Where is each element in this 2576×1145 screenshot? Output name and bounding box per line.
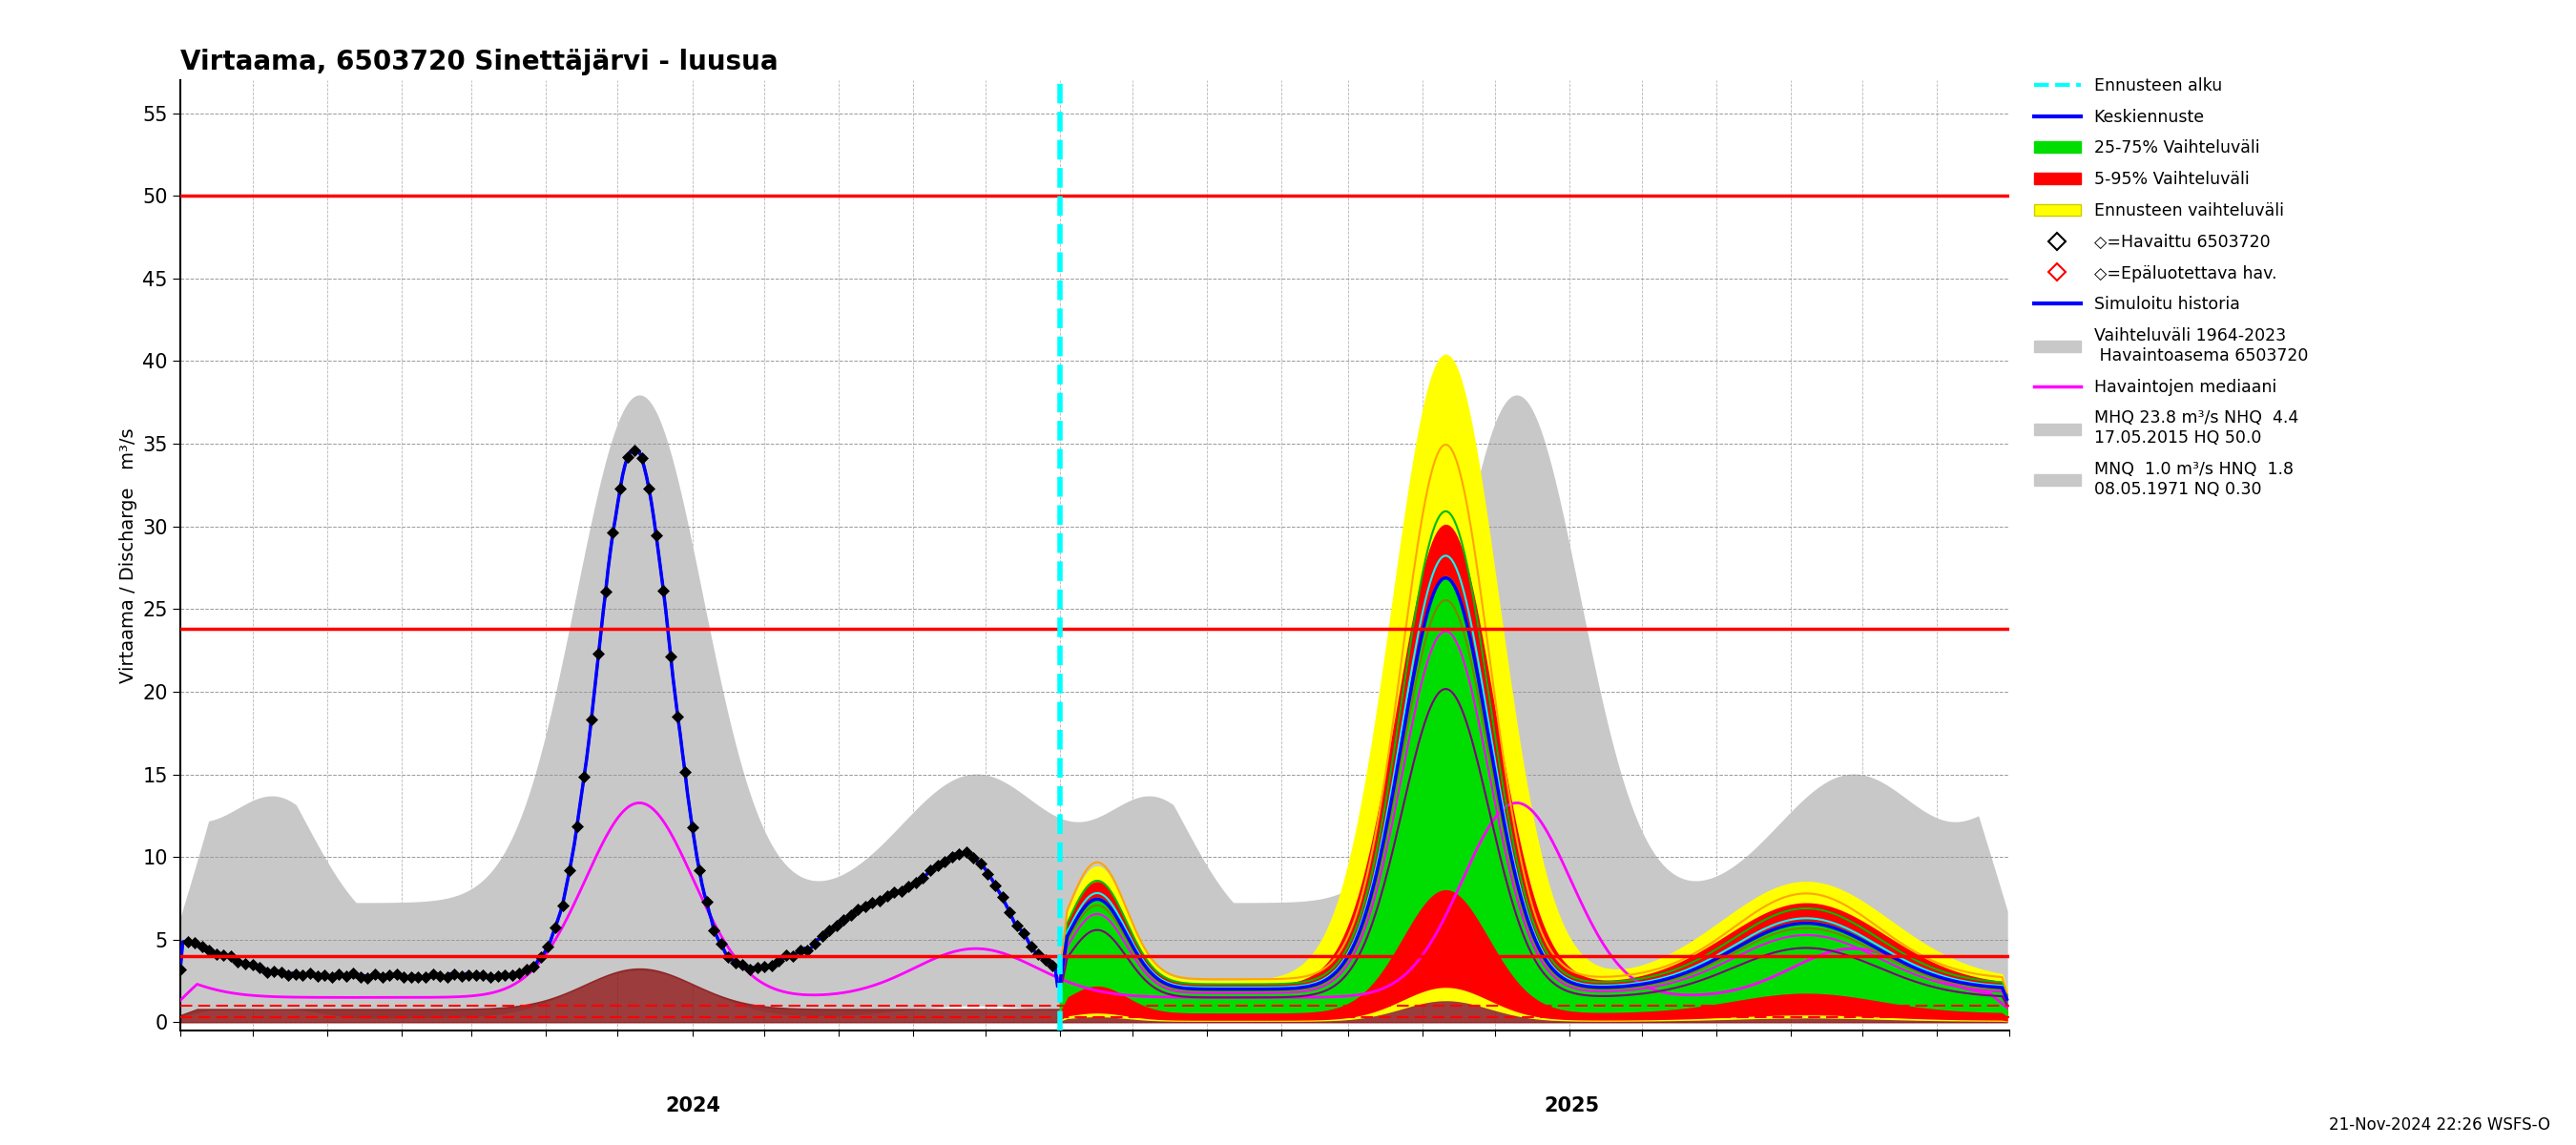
Legend: Ennusteen alku, Keskiennuste, 25-75% Vaihteluväli, 5-95% Vaihteluväli, Ennusteen: Ennusteen alku, Keskiennuste, 25-75% Vai…: [2027, 71, 2313, 505]
Y-axis label: Virtaama / Discharge   m³/s: Virtaama / Discharge m³/s: [118, 427, 137, 684]
Text: 2024: 2024: [665, 1097, 721, 1115]
Text: 2025: 2025: [1543, 1097, 1600, 1115]
Text: Virtaama, 6503720 Sinettäjärvi - luusua: Virtaama, 6503720 Sinettäjärvi - luusua: [180, 48, 778, 76]
Text: 21-Nov-2024 22:26 WSFS-O: 21-Nov-2024 22:26 WSFS-O: [2329, 1116, 2550, 1134]
